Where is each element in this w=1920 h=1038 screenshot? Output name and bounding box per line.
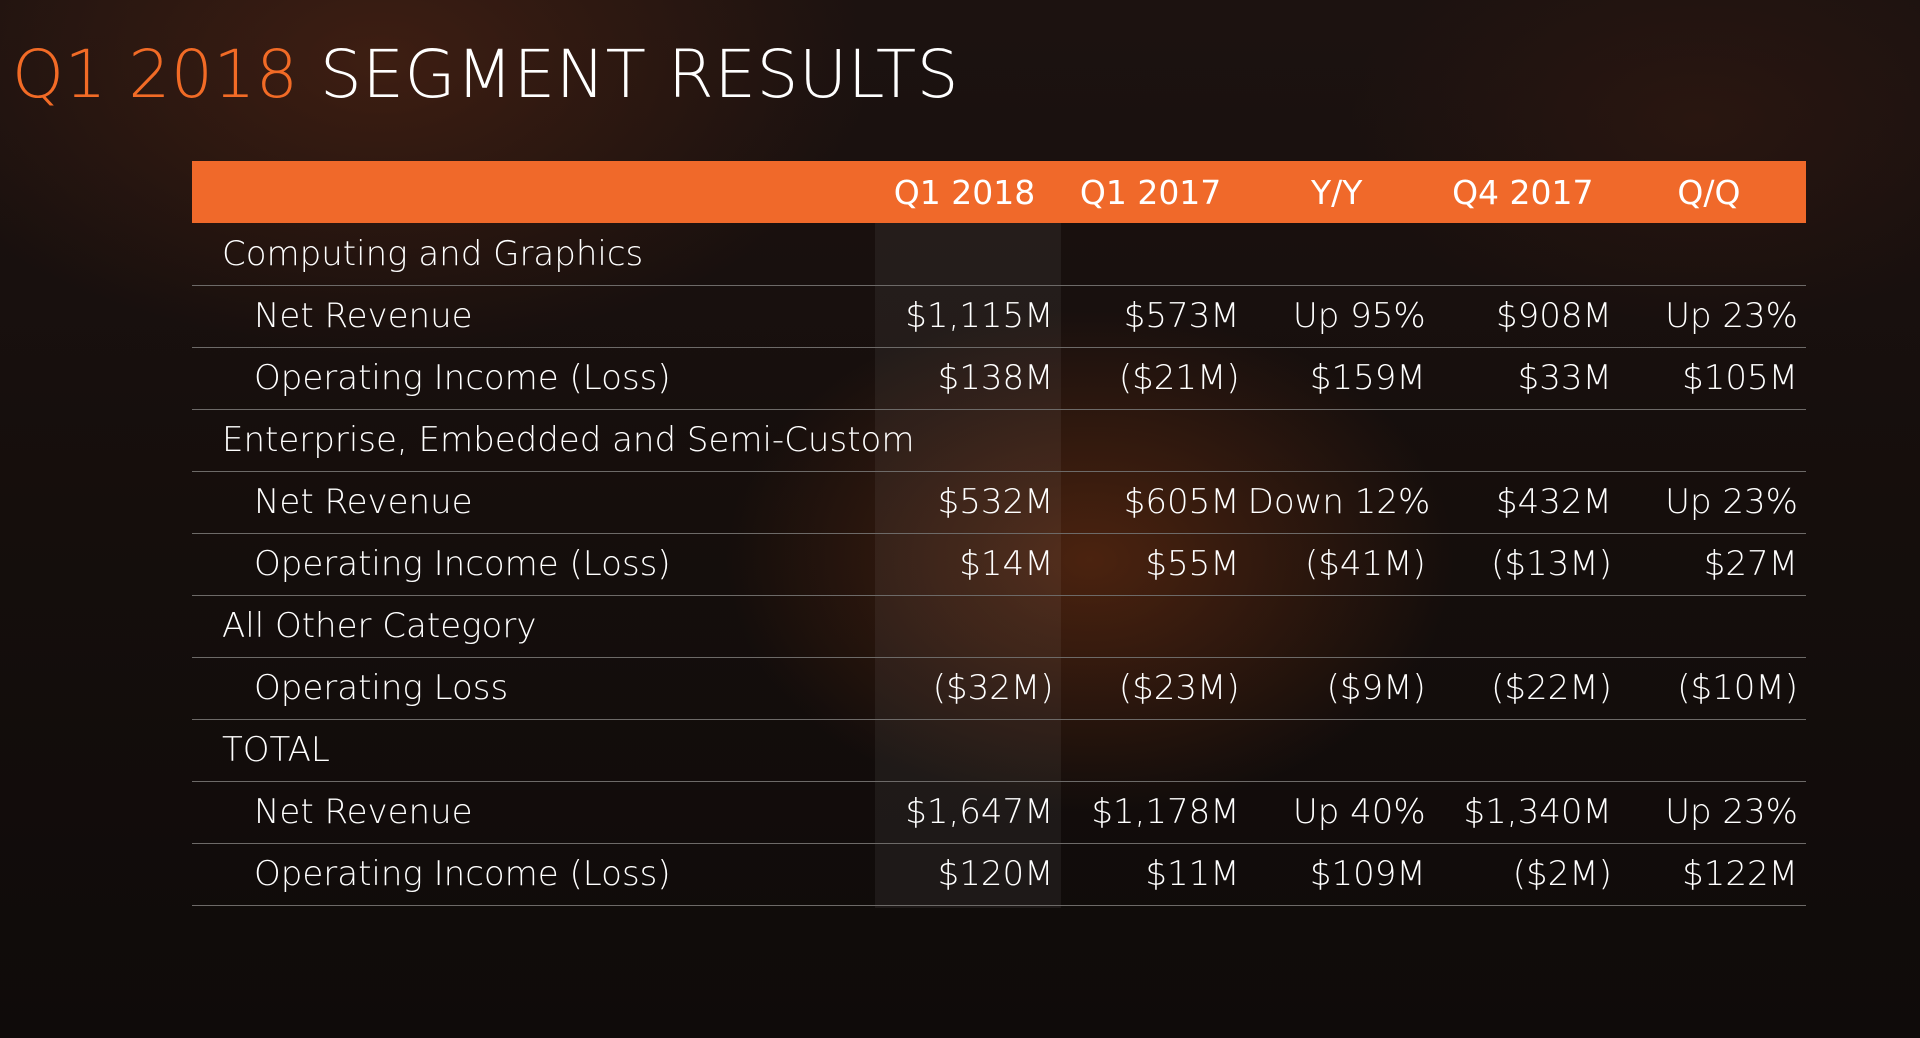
page-title-accent: Q1 2018 [12,36,299,113]
header-q1-2017: Q1 2017 [1079,172,1222,212]
value-cell: $1,647M [905,792,1054,832]
header-label-cell [192,161,875,223]
row-label: Net Revenue [254,482,473,522]
segment-name: TOTAL [222,730,330,770]
value-cell: $1,340M [1463,792,1612,832]
row-label: Net Revenue [254,792,473,832]
segment-name: Computing and Graphics [222,233,644,274]
value-cell: $105M [1682,358,1798,398]
table-row: Net Revenue $1,115M $573M Up 95% $908M U… [192,285,1806,347]
row-label: Net Revenue [254,296,473,336]
row-label: Operating Income (Loss) [254,358,671,398]
value-cell: $11M [1145,854,1240,894]
value-cell: $159M [1309,358,1426,398]
value-cell: ($9M) [1326,668,1426,708]
value-cell: $1,178M [1091,792,1240,832]
value-cell: ($23M) [1118,668,1240,708]
header-row: Q1 2018 Q1 2017 Y/Y Q4 2017 Q/Q [192,161,1806,223]
value-cell: ($2M) [1512,854,1612,894]
value-cell: $14M [959,544,1054,584]
value-cell: Up 40% [1292,792,1426,832]
value-cell: Up 95% [1292,296,1426,336]
segment-row: TOTAL [192,719,1806,781]
segment-row: All Other Category [192,595,1806,657]
value-cell: $532M [937,482,1054,522]
segment-results-table-container: Q1 2018 Q1 2017 Y/Y Q4 2017 Q/Q Computin… [192,161,1806,908]
value-cell: $33M [1517,358,1612,398]
value-cell: $109M [1309,854,1426,894]
header-q1-2018: Q1 2018 [893,172,1036,212]
table-row: Operating Income (Loss) $138M ($21M) $15… [192,347,1806,409]
value-cell: ($21M) [1118,358,1240,398]
value-cell: $908M [1495,296,1612,336]
header-qq: Q/Q [1677,172,1741,212]
value-cell: ($13M) [1491,544,1612,584]
value-cell: Up 23% [1665,792,1798,832]
page-title-main: SEGMENT RESULTS [319,36,960,113]
row-label: Operating Loss [254,668,509,708]
value-cell: $573M [1123,296,1240,336]
table-row: Net Revenue $1,647M $1,178M Up 40% $1,34… [192,781,1806,843]
value-cell: $432M [1495,482,1612,522]
value-cell: $605M [1123,482,1240,522]
table-row: Net Revenue $532M $605M Down 12% $432M U… [192,471,1806,533]
segment-row: Computing and Graphics [192,223,1806,285]
value-cell: Up 23% [1665,296,1798,336]
value-cell: Up 23% [1665,482,1798,522]
value-cell: ($10M) [1677,668,1798,708]
table-row: Operating Income (Loss) $120M $11M $109M… [192,843,1806,905]
header-q4-2017: Q4 2017 [1452,172,1594,212]
segment-name: All Other Category [222,606,537,646]
value-cell: ($22M) [1491,668,1612,708]
value-cell: $120M [937,854,1054,894]
value-cell: ($32M) [932,668,1054,708]
value-cell: $27M [1703,544,1798,584]
table-body: Computing and Graphics Net Revenue $1,11… [192,223,1806,905]
value-cell: $138M [937,358,1054,398]
value-cell: ($41M) [1304,544,1426,584]
page-title: Q1 2018 SEGMENT RESULTS [12,42,959,108]
table-row: Operating Income (Loss) $14M $55M ($41M)… [192,533,1806,595]
segment-results-table: Q1 2018 Q1 2017 Y/Y Q4 2017 Q/Q Computin… [192,161,1806,906]
value-cell: $122M [1682,854,1798,894]
row-label: Operating Income (Loss) [254,544,671,584]
value-cell: $55M [1145,544,1240,584]
value-cell: Down 12% [1247,482,1431,522]
row-label: Operating Income (Loss) [254,854,671,894]
table-header: Q1 2018 Q1 2017 Y/Y Q4 2017 Q/Q [192,161,1806,223]
table-row: Operating Loss ($32M) ($23M) ($9M) ($22M… [192,657,1806,719]
value-cell: $1,115M [905,296,1054,336]
header-yy: Y/Y [1310,172,1363,212]
segment-row: Enterprise, Embedded and Semi-Custom [192,409,1806,471]
segment-name: Enterprise, Embedded and Semi-Custom [222,420,915,460]
